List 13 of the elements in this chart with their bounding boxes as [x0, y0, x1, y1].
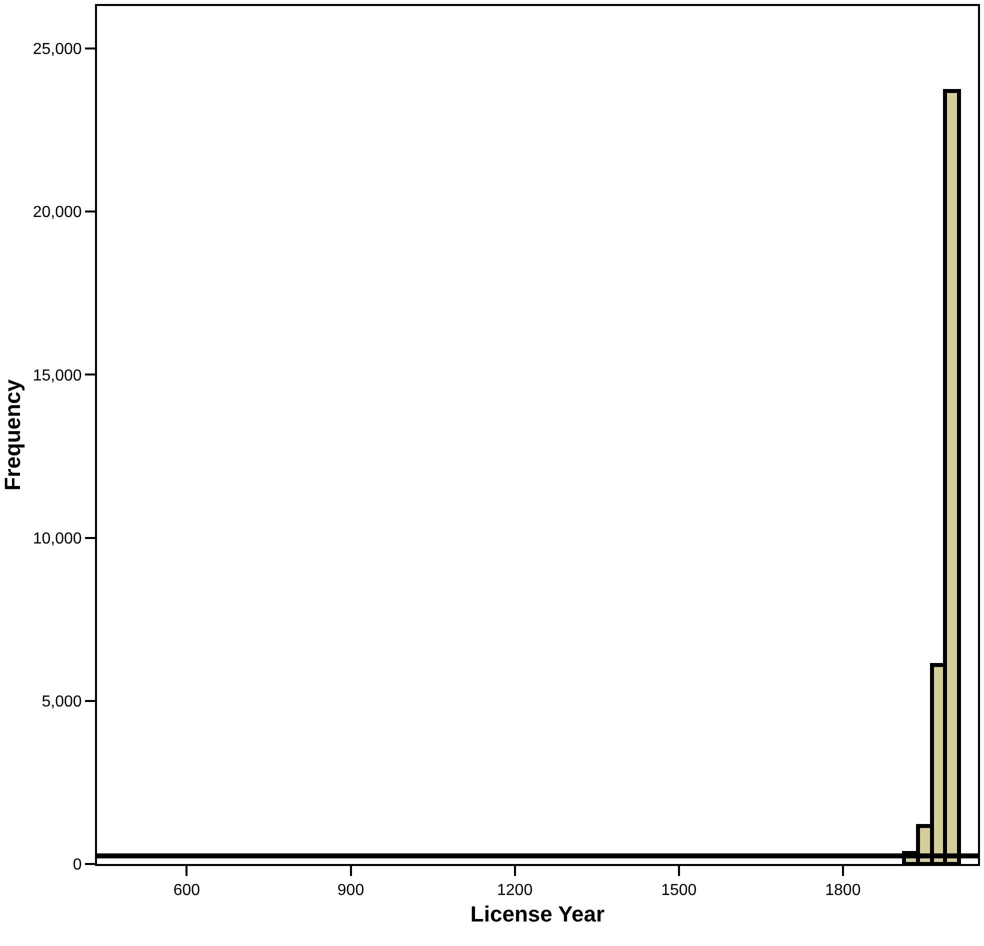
x-axis-title: License Year — [470, 902, 606, 927]
y-tick-label: 10,000 — [32, 530, 82, 548]
x-tick-label: 600 — [173, 882, 200, 900]
y-axis-title: Frequency — [0, 378, 26, 491]
x-tick-label: 1800 — [825, 882, 861, 900]
y-tick-label: 15,000 — [32, 367, 82, 384]
y-tick-label: 20,000 — [32, 204, 82, 222]
y-tick-label: 5,000 — [42, 693, 82, 710]
y-tick-label: 0 — [72, 856, 82, 874]
x-tick-label: 1200 — [497, 882, 533, 900]
y-tick-label: 25,000 — [32, 41, 82, 58]
x-tick-label: 900 — [337, 882, 364, 900]
x-tick-label: 1500 — [661, 882, 697, 900]
